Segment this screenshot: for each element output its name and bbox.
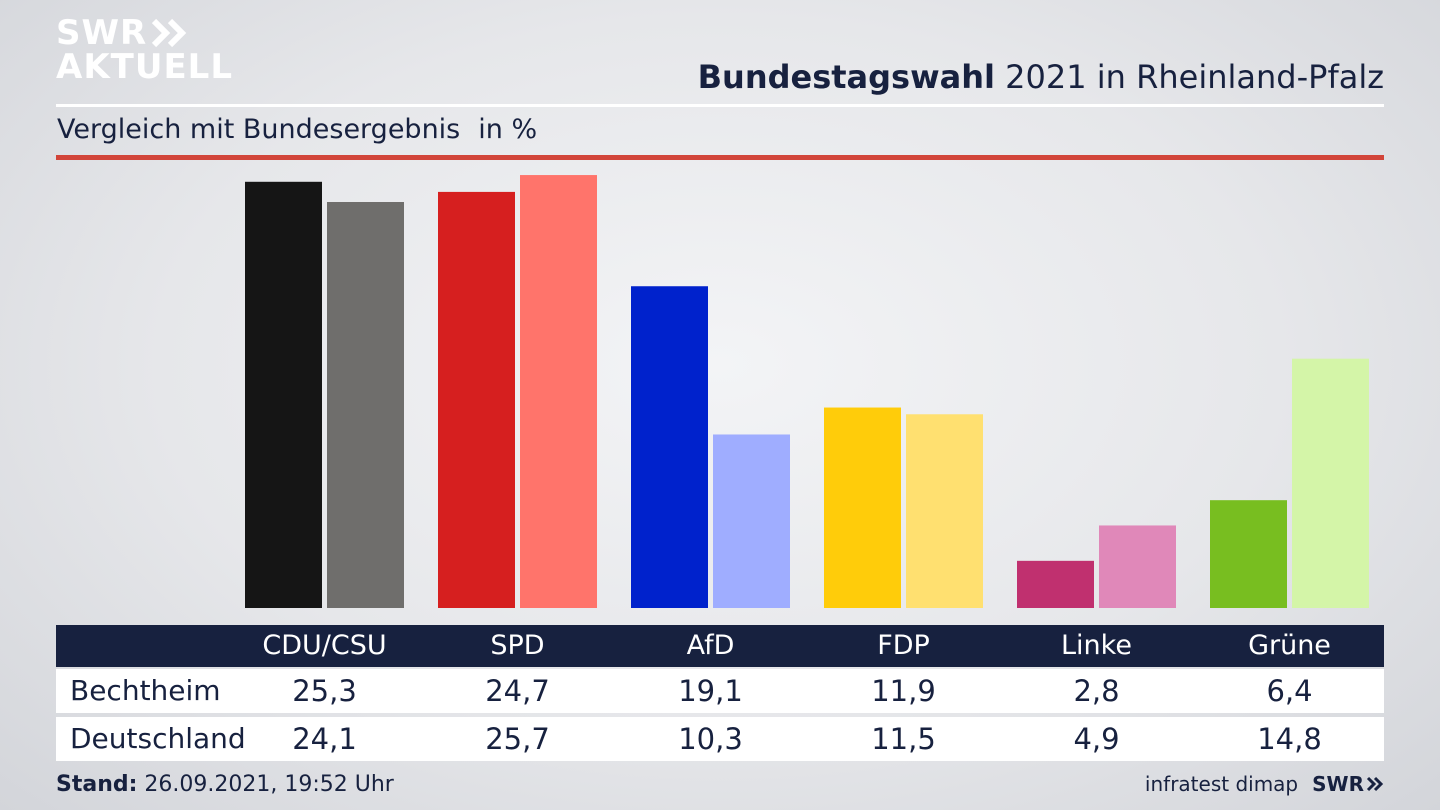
value-spd-bechtheim: 24,7: [485, 674, 550, 708]
title-divider: [56, 104, 1384, 107]
category-label-linke: Linke: [1061, 630, 1132, 661]
value-spd-deutschland: 25,7: [485, 722, 550, 756]
title-bold: Bundestagswahl: [697, 58, 995, 96]
bar-spd-deutschland: [520, 175, 597, 609]
logo-line1: SWR: [56, 13, 148, 53]
category-label-cdu-csu: CDU/CSU: [262, 630, 387, 661]
subtitle-text: Vergleich mit Bundesergebnis: [57, 114, 461, 145]
value-linke-deutschland: 4,9: [1073, 722, 1120, 756]
table-header-row: CDU/CSU SPD AfD FDP Linke Grüne: [56, 625, 1384, 667]
value-gr-ne-deutschland: 14,8: [1257, 722, 1322, 756]
value-linke-bechtheim: 2,8: [1073, 674, 1120, 708]
timestamp: Stand: 26.09.2021, 19:52 Uhr: [56, 772, 394, 797]
value-cdu-csu-deutschland: 24,1: [292, 722, 357, 756]
chart-subtitle: Vergleich mit Bundesergebnis in %: [57, 114, 537, 145]
table-row: Deutschland 24,1 25,7 10,3 11,5 4,9 14,8: [56, 717, 1384, 761]
table-row: Bechtheim 25,3 24,7 19,1 11,9 2,8 6,4: [56, 669, 1384, 713]
bar-cdu-csu-deutschland: [327, 202, 404, 608]
value-fdp-deutschland: 11,5: [871, 722, 936, 756]
brand-text: SWR: [1312, 772, 1364, 796]
value-afd-deutschland: 10,3: [678, 722, 743, 756]
swr-brand: SWR: [1312, 772, 1384, 796]
value-cdu-csu-bechtheim: 25,3: [292, 674, 357, 708]
subtitle-unit: in %: [478, 114, 538, 145]
row-label-deutschland: Deutschland: [70, 722, 246, 755]
value-gr-ne-bechtheim: 6,4: [1266, 674, 1313, 708]
chevron-right-icon: [152, 18, 187, 48]
bar-afd-deutschland: [713, 434, 790, 608]
chevron-right-icon: [1366, 776, 1384, 792]
bar-cdu-csu-bechtheim: [245, 181, 322, 609]
bar-gr-ne-bechtheim: [1210, 500, 1287, 608]
swr-aktuell-logo: SWR AKTUELL: [56, 16, 233, 84]
logo-line2: AKTUELL: [56, 47, 234, 87]
title-rest: 2021 in Rheinland-Pfalz: [995, 58, 1384, 96]
category-label-fdp: FDP: [877, 630, 930, 661]
bar-fdp-bechtheim: [824, 407, 901, 608]
category-label-spd: SPD: [490, 630, 545, 661]
source-credit: infratest dimap SWR: [1145, 772, 1384, 796]
bar-spd-bechtheim: [438, 191, 515, 608]
value-afd-bechtheim: 19,1: [678, 674, 743, 708]
bar-afd-bechtheim: [631, 286, 708, 608]
bar-linke-bechtheim: [1017, 560, 1094, 608]
category-label-gr-ne: Grüne: [1248, 630, 1331, 661]
category-label-afd: AfD: [686, 630, 735, 661]
bar-fdp-deutschland: [906, 414, 983, 608]
bar-linke-deutschland: [1099, 525, 1176, 608]
page-title: Bundestagswahl 2021 in Rheinland-Pfalz: [698, 58, 1384, 96]
stand-label: Stand:: [56, 772, 138, 797]
value-fdp-bechtheim: 11,9: [871, 674, 936, 708]
subtitle-divider: [56, 155, 1384, 160]
row-label-bechtheim: Bechtheim: [70, 674, 221, 707]
stand-value: 26.09.2021, 19:52 Uhr: [137, 772, 394, 797]
source-text: infratest dimap: [1144, 772, 1299, 796]
bar-chart: [245, 175, 1369, 609]
bar-gr-ne-deutschland: [1292, 358, 1369, 608]
